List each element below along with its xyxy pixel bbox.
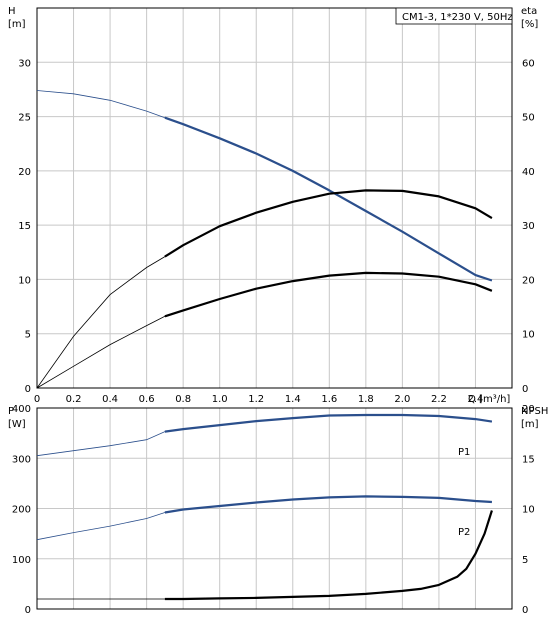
top-tick-labels: 0 5 10 15 20 25 30 0 10 20 30 40 50 60 0 0.2 0.4 0.6 0.8 1.… (18, 58, 534, 405)
bottom-tick-labels: 0 100 200 300 400 0 5 10 15 20 (12, 404, 535, 616)
chart-title: CM1-3, 1*230 V, 50Hz (402, 12, 513, 23)
top-right-axis-label: eta (521, 6, 537, 17)
top-right-tick-label: 20 (522, 275, 535, 286)
x-tick-label: 1.0 (212, 394, 228, 405)
bottom-right-tick-label: 20 (522, 404, 535, 415)
bottom-series-0-operating-range (164, 413, 493, 433)
bottom-left-tick-label: 100 (12, 555, 31, 566)
x-tick-label: 0.2 (66, 394, 82, 405)
top-left-tick-label: 15 (18, 221, 31, 232)
top-right-tick-label: 50 (522, 113, 535, 124)
x-tick-label: 1.6 (321, 394, 337, 405)
bottom-left-axis-unit: [W] (8, 419, 26, 430)
bottom-right-axis-label: NPSH (521, 406, 548, 417)
top-right-axis-unit: [%] (521, 19, 538, 30)
x-axis-label: Q [m³/h] (468, 394, 510, 405)
x-tick-label: 0 (34, 394, 40, 405)
x-tick-label: 0.8 (175, 394, 191, 405)
top-grid (37, 7, 512, 388)
top-series-1-operating-range (164, 189, 493, 258)
x-tick-label: 0.4 (102, 394, 118, 405)
bottom-right-axis-unit: [m] (521, 419, 539, 430)
top-plot-frame (36, 7, 513, 389)
bottom-plot-frame (36, 407, 513, 610)
top-series-0-line (36, 90, 493, 281)
bottom-left-axis-label: P (8, 406, 14, 417)
top-left-tick-label: 25 (18, 113, 31, 124)
top-left-tick-label: 0 (25, 384, 31, 395)
bottom-series-2-line (37, 510, 493, 600)
top-series-1-line (36, 189, 493, 389)
bottom-grid (37, 407, 512, 609)
top-left-tick-label: 30 (18, 58, 31, 69)
series-label-p2: P2 (458, 527, 470, 538)
chart-title-box (395, 7, 513, 25)
bottom-left-tick-label: 200 (12, 505, 31, 516)
top-left-tick-label: 20 (18, 167, 31, 178)
x-tick-label: 2.4 (468, 394, 484, 405)
top-series-2-line (36, 272, 493, 389)
x-tick-label: 1.4 (285, 394, 301, 405)
x-tick-label: 2.2 (431, 394, 447, 405)
top-right-tick-label: 40 (522, 167, 535, 178)
x-tick-label: 1.2 (248, 394, 264, 405)
x-tick-label: 2.0 (394, 394, 410, 405)
bottom-left-tick-label: 0 (25, 605, 31, 616)
top-left-axis-label: H (8, 6, 16, 17)
top-right-tick-label: 10 (522, 330, 535, 341)
bottom-right-tick-label: 0 (522, 605, 528, 616)
bottom-series-1-operating-range (164, 495, 492, 514)
bottom-left-tick-label: 300 (12, 454, 31, 465)
top-right-tick-label: 60 (522, 58, 535, 69)
top-left-tick-label: 5 (25, 330, 31, 341)
top-left-tick-label: 10 (18, 275, 31, 286)
top-left-axis-unit: [m] (8, 19, 26, 30)
top-chart: 0 5 10 15 20 25 30 0 10 20 30 40 50 60 0 0.2 0.4 0.6 0.8 1.… (8, 6, 538, 405)
bottom-left-tick-label: 400 (12, 404, 31, 415)
bottom-curves (36, 413, 493, 601)
top-right-tick-label: 30 (522, 221, 535, 232)
top-series-2-operating-range (164, 271, 493, 318)
series-label-p1: P1 (458, 447, 470, 458)
bottom-right-tick-label: 15 (522, 454, 535, 465)
x-tick-label: 1.8 (358, 394, 374, 405)
top-right-tick-label: 0 (522, 384, 528, 395)
bottom-right-tick-label: 5 (522, 555, 528, 566)
bottom-right-tick-label: 10 (522, 505, 535, 516)
top-series-0-operating-range (164, 116, 493, 282)
top-curves (36, 90, 493, 389)
x-tick-label: 0.6 (139, 394, 155, 405)
bottom-series-2-operating-range (164, 510, 493, 601)
